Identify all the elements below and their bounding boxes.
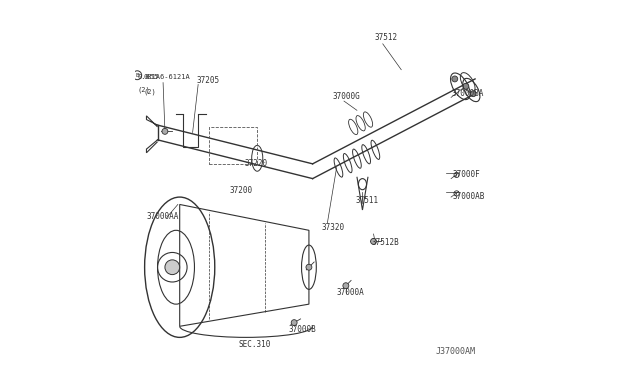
Circle shape (371, 238, 376, 244)
Text: (2): (2) (137, 87, 150, 93)
Text: 37512: 37512 (374, 33, 398, 42)
Text: 37511: 37511 (355, 196, 378, 205)
Text: 0.055: 0.055 (137, 74, 159, 80)
Text: 37000F: 37000F (452, 170, 480, 179)
Circle shape (162, 128, 168, 134)
Text: 37000G: 37000G (333, 92, 361, 101)
Text: 37320: 37320 (322, 223, 345, 232)
Circle shape (463, 83, 468, 89)
Text: 37000AB: 37000AB (452, 192, 484, 201)
Text: 081A6-6121A: 081A6-6121A (143, 74, 190, 80)
Circle shape (291, 320, 297, 326)
Circle shape (452, 76, 458, 82)
Circle shape (470, 91, 476, 97)
Text: 37205: 37205 (196, 76, 220, 84)
Text: SEC.310: SEC.310 (239, 340, 271, 349)
Text: B: B (136, 73, 139, 78)
Text: 37000B: 37000B (289, 325, 316, 334)
Text: (2): (2) (143, 89, 156, 95)
Text: J37000AM: J37000AM (435, 347, 475, 356)
Circle shape (165, 260, 180, 275)
Circle shape (306, 264, 312, 270)
Text: 37000AA: 37000AA (147, 212, 179, 221)
Circle shape (343, 283, 349, 289)
Text: 37000BA: 37000BA (451, 89, 483, 97)
Text: 37512B: 37512B (372, 238, 399, 247)
Text: 37000A: 37000A (337, 288, 364, 297)
PathPatch shape (180, 205, 309, 326)
Text: 37220: 37220 (244, 159, 268, 168)
Text: 37200: 37200 (230, 186, 253, 195)
